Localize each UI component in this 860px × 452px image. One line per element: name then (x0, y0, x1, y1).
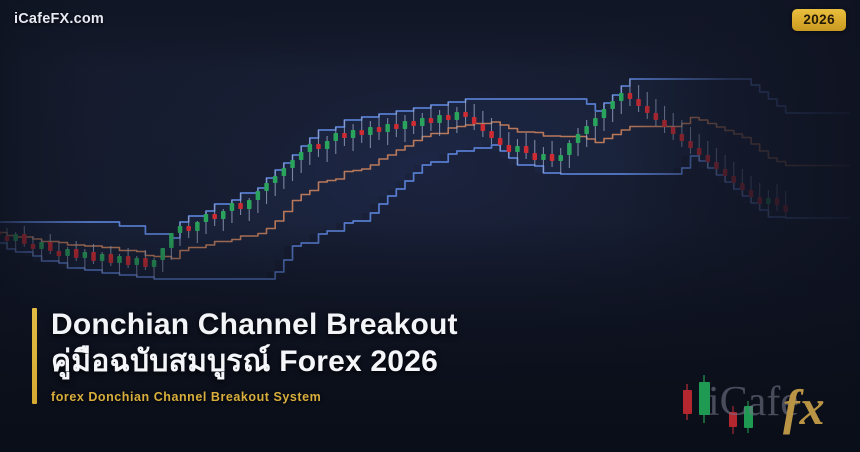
bullish-candle (255, 188, 261, 213)
page-title-line1: Donchian Channel Breakout (51, 308, 458, 341)
bearish-candle (428, 105, 434, 131)
bullish-candle (229, 200, 235, 223)
bearish-candle (549, 141, 555, 167)
page-title-line2: คู่มือฉบับสมบูรณ์ Forex 2026 (51, 344, 438, 378)
bearish-candle (411, 108, 416, 134)
bullish-candle (541, 147, 546, 173)
bullish-candle (584, 120, 589, 147)
bearish-candle (523, 133, 529, 159)
bullish-candle (515, 139, 520, 165)
bullish-candle (437, 110, 442, 136)
bullish-candle (558, 148, 563, 174)
bearish-candle (446, 102, 451, 128)
bullish-candle (402, 115, 408, 142)
bearish-candle (480, 111, 486, 137)
bullish-candle (454, 107, 460, 133)
bearish-candle (359, 117, 364, 143)
bullish-candle (420, 113, 425, 139)
bearish-candle (497, 125, 503, 151)
bullish-candle (350, 124, 356, 151)
bullish-candle (385, 118, 390, 145)
bullish-candle (272, 170, 278, 196)
bullish-candle (368, 121, 373, 148)
logo-svg: iCafe fx (683, 375, 825, 435)
bearish-candle (463, 99, 468, 125)
site-brand-label: iCafeFX.com (14, 11, 105, 27)
icafefx-logo: iCafe fx (678, 368, 848, 442)
bullish-candle (575, 128, 581, 156)
bullish-candle (298, 146, 304, 173)
bullish-candle (593, 112, 598, 139)
bearish-candle (394, 111, 399, 137)
title-text-group: Donchian Channel Breakout คู่มือฉบับสมบู… (37, 308, 458, 404)
title-block: Donchian Channel Breakout คู่มือฉบับสมบู… (32, 308, 458, 404)
bearish-candle (506, 132, 512, 158)
bearish-candle (532, 140, 537, 166)
bullish-candle (610, 95, 615, 122)
bullish-candle (247, 198, 252, 221)
bullish-candle (567, 140, 572, 168)
bullish-candle (601, 103, 607, 131)
bullish-candle (290, 155, 295, 181)
page-subtitle: forex Donchian Channel Breakout System (51, 389, 322, 404)
year-badge: 2026 (792, 9, 846, 31)
bearish-candle (316, 130, 321, 157)
bullish-candle (307, 138, 313, 165)
bullish-candle (324, 136, 330, 162)
bearish-candle (342, 120, 347, 146)
logo-fx-accent: fx (783, 379, 825, 435)
bearish-candle (238, 193, 243, 215)
bullish-candle (264, 178, 269, 204)
bullish-candle (281, 163, 287, 189)
bearish-candle (471, 104, 477, 130)
bullish-candle (333, 127, 338, 154)
bearish-candle (376, 114, 382, 140)
bearish-candle (489, 118, 494, 144)
